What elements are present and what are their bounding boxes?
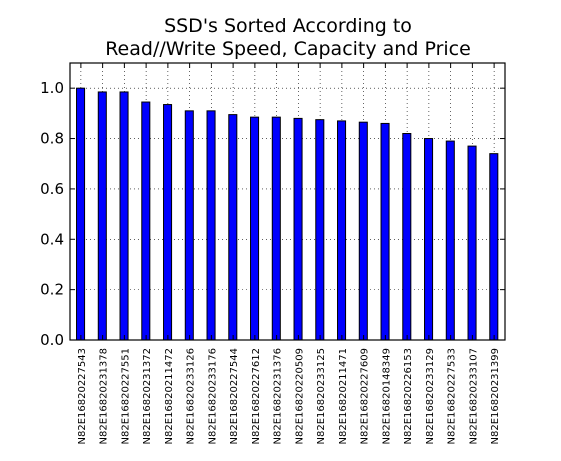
x-tick-label: N82E16820220509 — [294, 348, 305, 445]
plot-frame — [69, 62, 506, 341]
y-tick-label: 0.2 — [40, 281, 64, 299]
x-tick-label: N82E16820231378 — [99, 348, 110, 445]
bar — [163, 104, 173, 341]
y-tick-label: 0.6 — [40, 180, 64, 198]
axes-layer — [69, 62, 506, 341]
x-tick-label: N82E16820227609 — [360, 348, 371, 445]
bar — [250, 116, 260, 341]
bar — [424, 138, 434, 341]
y-tick-label: 0.0 — [40, 331, 64, 349]
y-axis-ticks: 0.0 0.2 0.4 0.6 0.8 1.0 — [40, 79, 505, 349]
x-tick-label: N82E16820211471 — [338, 348, 349, 445]
x-tick-label: N82E16820233129 — [425, 348, 436, 445]
chart-title-line-2: Read//Write Speed, Capacity and Price — [105, 38, 471, 60]
grid-layer — [70, 63, 505, 340]
x-tick-label: N82E16820227544 — [229, 348, 240, 445]
bar — [467, 145, 477, 341]
bar — [337, 120, 347, 341]
x-tick-label: N82E16820233126 — [186, 348, 197, 445]
x-tick-label: N82E16820231372 — [142, 348, 153, 445]
bar — [293, 117, 303, 341]
x-axis-ticks: N82E16820227543 N82E16820231378 N82E168202… — [77, 63, 501, 445]
x-tick-label: N82E16820231399 — [490, 348, 501, 445]
bar — [141, 101, 151, 341]
bar — [119, 91, 129, 341]
bar — [315, 119, 325, 341]
x-tick-label: N82E16820233176 — [207, 348, 218, 445]
x-tick-label: N82E16820211472 — [164, 348, 175, 445]
x-tick-label: N82E16820231376 — [273, 348, 284, 445]
bar — [380, 122, 390, 341]
x-tick-label: N82E16820233107 — [468, 348, 479, 445]
y-tick-label: 0.4 — [40, 230, 64, 248]
x-tick-label: N82E16820227533 — [447, 348, 458, 445]
y-tick-label: 1.0 — [40, 79, 64, 97]
bar — [358, 121, 368, 341]
bar — [206, 110, 216, 341]
y-tick-label: 0.8 — [40, 130, 64, 148]
bar — [228, 114, 238, 341]
x-tick-label: N82E16820227551 — [120, 348, 131, 445]
chart-title-line-1: SSD's Sorted According to — [164, 15, 412, 37]
x-tick-label: N82E16820226153 — [403, 348, 414, 445]
x-tick-label: N82E16820227612 — [251, 348, 262, 445]
bar — [489, 153, 499, 341]
bar — [445, 140, 455, 341]
bar — [97, 91, 107, 341]
x-tick-label: N82E16820233125 — [316, 348, 327, 445]
x-tick-label: N82E16820148349 — [381, 348, 392, 445]
bar — [76, 87, 86, 341]
x-tick-label: N82E16820227543 — [77, 348, 88, 445]
bar — [271, 116, 281, 341]
bar — [184, 110, 194, 341]
bar — [402, 133, 412, 341]
bars-layer — [76, 87, 499, 341]
